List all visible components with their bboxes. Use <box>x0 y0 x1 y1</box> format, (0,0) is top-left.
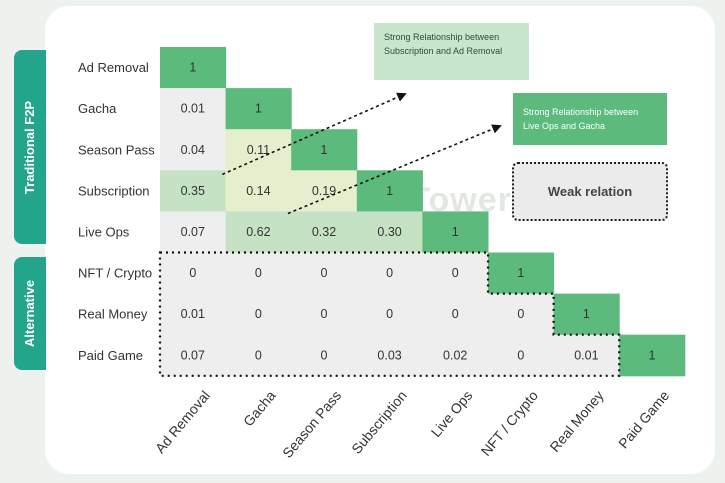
group-tab-traditional: Traditional F2P <box>14 50 46 244</box>
heatmap-cell-live-ops-subscription <box>356 211 423 253</box>
heatmap-value: 0.01 <box>181 307 205 321</box>
heatmap-value: 0.03 <box>377 348 401 362</box>
heatmap-value: 0.62 <box>246 225 270 239</box>
heatmap-cell-live-ops-season-pass <box>291 211 358 253</box>
heatmap-cell-live-ops-gacha <box>225 211 292 253</box>
heatmap-cell-subscription-subscription <box>356 170 423 212</box>
heatmap-cell-real-money-season-pass <box>291 293 358 336</box>
heatmap-value: 0.11 <box>247 143 270 157</box>
heatmap-cell-nft-crypto-season-pass <box>291 252 358 295</box>
column-label: Live Ops <box>428 387 476 440</box>
arrow-liveops-gacha <box>287 124 502 215</box>
heatmap-cell-real-money-subscription <box>356 293 423 336</box>
heatmap-cell-season-pass-gacha <box>225 129 292 171</box>
heatmap-cell-paid-game-season-pass <box>291 334 358 377</box>
heatmap-cell-gacha-gacha <box>225 88 292 130</box>
heatmap-cell-subscription-gacha <box>225 170 292 212</box>
heatmap-value: 0.14 <box>246 184 270 198</box>
heatmap-value: 0.02 <box>443 348 467 362</box>
heatmap-value: 1 <box>189 61 196 75</box>
heatmap-value: 0 <box>321 307 328 321</box>
column-label: Ad Removal <box>152 387 213 456</box>
heatmap-cell-real-money-real-money <box>553 293 620 336</box>
callout-subscription-ad-removal: Strong Relationship between Subscription… <box>374 23 529 80</box>
heatmap-value: 1 <box>649 348 656 362</box>
heatmap-cell-nft-crypto-live-ops <box>422 252 489 295</box>
heatmap-value: 0.07 <box>181 225 205 239</box>
heatmap-value: 0 <box>255 348 262 362</box>
heatmap-value: 0 <box>517 307 524 321</box>
heatmap-value: 0 <box>321 266 328 280</box>
heatmap-value: 0 <box>255 266 262 280</box>
heatmap-cell-real-money-gacha <box>225 293 292 336</box>
column-label: Paid Game <box>615 387 672 451</box>
heatmap-value: 0.19 <box>312 184 336 198</box>
heatmap-value: 0.07 <box>181 348 205 362</box>
weak-relation-outline <box>158 251 621 377</box>
column-label: Gacha <box>240 387 279 429</box>
heatmap-value: 0.01 <box>181 102 205 116</box>
row-label: Gacha <box>78 101 117 116</box>
row-label: Season Pass <box>78 142 155 157</box>
heatmap-cell-season-pass-season-pass <box>291 129 358 171</box>
row-label: Live Ops <box>78 224 130 239</box>
heatmap-value: 0 <box>452 266 459 280</box>
heatmap-value: 1 <box>452 225 459 239</box>
callout-liveops-gacha-text: Strong Relationship between Live Ops and… <box>523 107 639 131</box>
heatmap-cell-paid-game-real-money <box>553 334 620 377</box>
heatmap-cell-real-money-live-ops <box>422 293 489 336</box>
heatmap-value: 0 <box>452 307 459 321</box>
heatmap-value: 0 <box>517 348 524 362</box>
heatmap-cell-nft-crypto-gacha <box>225 252 292 295</box>
heatmap-value: 0 <box>386 307 393 321</box>
heatmap-cell-paid-game-gacha <box>225 334 292 377</box>
column-label: Real Money <box>546 387 606 455</box>
heatmap-value: 1 <box>386 184 393 198</box>
heatmap-cell-live-ops-ad-removal <box>160 211 227 253</box>
heatmap-cell-subscription-season-pass <box>291 170 358 212</box>
heatmap-value: 0.30 <box>377 225 401 239</box>
heatmap-value: 0.35 <box>181 184 205 198</box>
heatmap-cell-live-ops-live-ops <box>422 211 489 253</box>
callout-liveops-gacha: Strong Relationship between Live Ops and… <box>513 93 667 145</box>
legend-weak-relation-label: Weak relation <box>547 184 633 199</box>
column-label: Subscription <box>348 387 410 456</box>
column-label: NFT / Crypto <box>477 387 541 459</box>
heatmap-cell-real-money-nft-crypto <box>488 293 555 336</box>
row-label: Subscription <box>78 183 150 198</box>
heatmap-value: 1 <box>255 102 262 116</box>
row-label: Paid Game <box>78 348 143 363</box>
heatmap-value: 0 <box>386 266 393 280</box>
column-label: Season Pass <box>279 387 344 460</box>
heatmap-value: 0.04 <box>181 143 205 157</box>
row-label: Real Money <box>78 307 148 322</box>
heatmap-cell-paid-game-paid-game <box>619 334 686 377</box>
heatmap-cell-nft-crypto-subscription <box>356 252 423 295</box>
heatmap-cell-paid-game-live-ops <box>422 334 489 377</box>
heatmap-cell-ad-removal-ad-removal <box>160 47 227 89</box>
heatmap-value: 1 <box>321 143 328 157</box>
heatmap-value: 0.32 <box>312 225 336 239</box>
heatmap-value: 1 <box>583 307 590 321</box>
heatmap-value: 0.01 <box>574 348 598 362</box>
heatmap-cell-subscription-ad-removal <box>160 170 227 212</box>
heatmap-cell-gacha-ad-removal <box>160 88 227 130</box>
row-label: Ad Removal <box>78 60 149 75</box>
legend-weak-relation: Weak relation <box>512 162 668 221</box>
row-label: NFT / Crypto <box>78 266 152 281</box>
heatmap-value: 0 <box>321 348 328 362</box>
heatmap-value: 0 <box>189 266 196 280</box>
heatmap-cell-real-money-ad-removal <box>160 293 227 336</box>
heatmap-cell-nft-crypto-nft-crypto <box>488 252 555 295</box>
heatmap-cell-nft-crypto-ad-removal <box>160 252 227 295</box>
heatmap-cell-paid-game-subscription <box>356 334 423 377</box>
heatmap-cell-paid-game-ad-removal <box>160 334 227 377</box>
heatmap-cell-season-pass-ad-removal <box>160 129 227 171</box>
heatmap-cell-paid-game-nft-crypto <box>488 334 555 377</box>
group-tab-alternative: Alternative <box>14 257 46 370</box>
heatmap-value: 1 <box>517 266 524 280</box>
heatmap-value: 0 <box>255 307 262 321</box>
